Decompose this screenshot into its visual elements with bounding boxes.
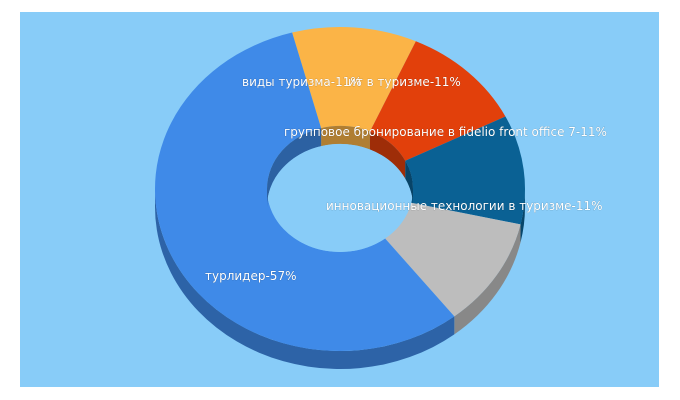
slice-inner-wall-групповое-бронирование-в-fidelio-front-office-7-11 <box>405 160 413 207</box>
slice-label-турлидер-57: турлидер-57% <box>205 269 296 283</box>
donut-chart: турлидер-57% виды туризма-11%ит в туризме… <box>154 27 608 369</box>
slice-labels: турлидер-57% виды туризма-11%ит в туризме… <box>205 75 608 284</box>
slice-inner-wall-турлидер-57 <box>267 128 322 207</box>
slice-tops <box>154 27 525 351</box>
slice-виды-туризма-11[interactable] <box>292 27 416 132</box>
slice-label-ит-в-туризме-11: ит в туризме-11% <box>348 75 461 89</box>
donut-hole <box>267 125 413 252</box>
slice-inner-wall-виды-туризма-11 <box>321 125 370 150</box>
chart-panel: турлидер-57% виды туризма-11% ит в туризме… <box>20 12 659 387</box>
slice-side-инновационные-технологии-в-туризме-11 <box>454 224 521 335</box>
slice-групповое-бронирование-в-fidelio-front-office-7-11[interactable] <box>405 116 525 225</box>
slice-inner-wall-ит-в-туризме-11 <box>369 131 406 179</box>
donut-hole-floor <box>267 144 413 252</box>
slice-ит-в-туризме-11[interactable] <box>369 41 506 161</box>
slice-side-турлидер-57 <box>155 189 455 369</box>
slice-sides <box>155 189 525 369</box>
slice-инновационные-технологии-в-туризме-11[interactable] <box>385 202 521 317</box>
slice-label-инновационные-технологии-в-туризме-11: инновационные технологии в туризме-11% <box>326 199 603 213</box>
slice-label-виды-туризма-11: виды туризма-11% <box>242 75 362 89</box>
slice-side-групповое-бронирование-в-fidelio-front-office-7-11 <box>520 189 525 243</box>
slice-турлидер-57[interactable] <box>154 32 455 351</box>
slice-label-групповое-бронирование-в-fidelio-front-office-7-11: групповое бронирование в fidelio front o… <box>284 125 607 139</box>
